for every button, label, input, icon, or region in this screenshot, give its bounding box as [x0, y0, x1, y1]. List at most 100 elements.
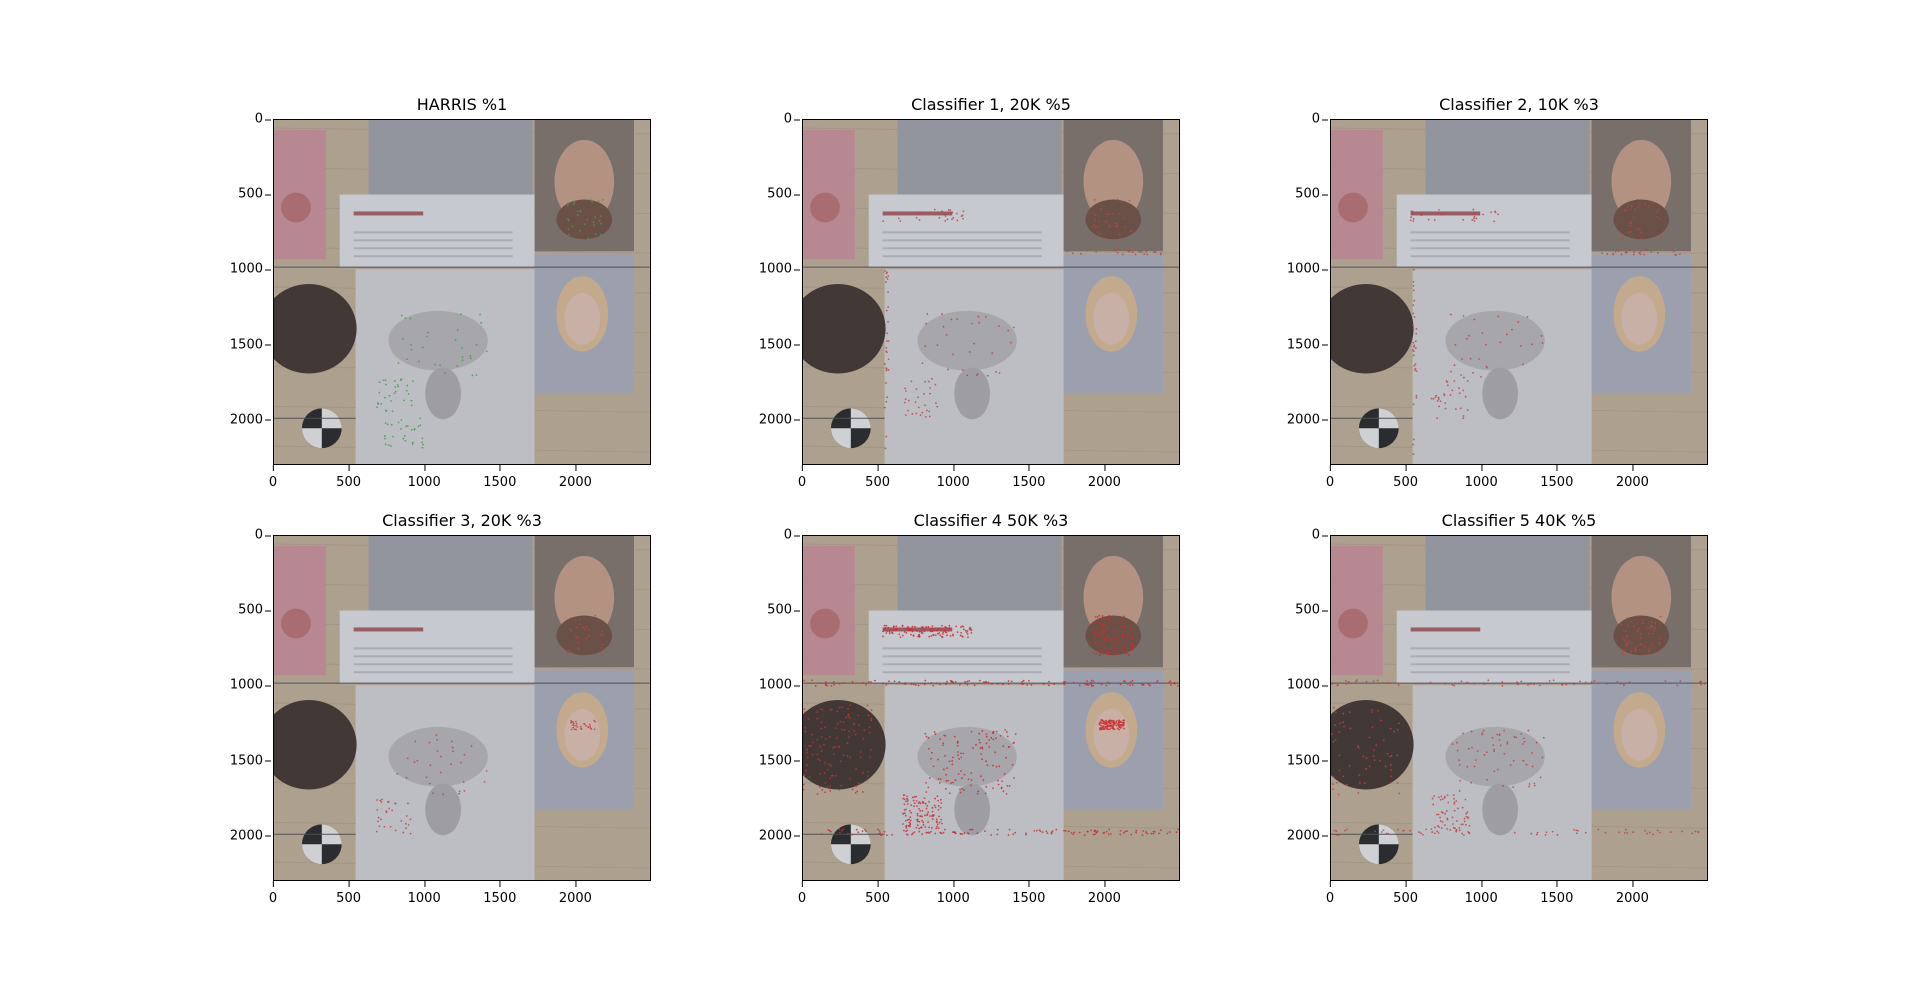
keypoint-marker: [593, 719, 596, 722]
keypoint-marker: [1632, 253, 1635, 256]
keypoint-marker: [910, 380, 913, 383]
y-tick-label: 2000: [229, 412, 272, 428]
keypoint-marker: [928, 800, 930, 803]
keypoint-marker: [972, 747, 974, 749]
keypoint-marker: [580, 727, 583, 730]
keypoint-marker: [1460, 374, 1463, 376]
keypoint-marker: [1649, 647, 1651, 650]
flower-vase: [1482, 783, 1519, 836]
keypoint-marker: [910, 833, 913, 836]
keypoint-marker: [1011, 763, 1014, 766]
keypoint-marker: [880, 834, 882, 837]
keypoint-marker: [895, 629, 898, 632]
keypoint-marker: [867, 714, 870, 717]
x-tick-label: 1500: [483, 465, 517, 490]
keypoint-marker: [1410, 210, 1413, 213]
keypoint-marker: [984, 830, 986, 833]
keypoint-marker: [1522, 363, 1525, 366]
keypoint-marker: [1444, 824, 1446, 826]
keypoint-marker: [947, 629, 950, 632]
keypoint-marker: [1427, 218, 1430, 221]
keypoint-marker: [377, 816, 380, 819]
keypoint-marker: [910, 811, 913, 814]
keypoint-marker: [1413, 344, 1416, 347]
keypoint-marker: [824, 781, 827, 784]
keypoint-marker: [1623, 654, 1625, 656]
keypoint-marker: [1565, 683, 1568, 686]
keypoint-marker: [1620, 623, 1623, 626]
keypoint-marker: [824, 738, 827, 741]
keypoint-marker: [583, 628, 586, 631]
keypoint-marker: [1601, 252, 1604, 255]
keypoint-marker: [1456, 741, 1458, 744]
keypoint-marker: [1450, 370, 1452, 373]
keypoint-marker: [1398, 722, 1400, 725]
keypoint-marker: [1412, 341, 1415, 344]
keypoint-marker: [931, 377, 933, 380]
keypoint-marker: [1472, 208, 1475, 211]
keypoint-marker: [996, 833, 999, 836]
keypoint-marker: [938, 216, 941, 219]
keypoint-marker: [1094, 615, 1097, 618]
keypoint-marker: [1536, 831, 1539, 834]
keypoint-marker: [600, 653, 603, 656]
info-card: [1396, 610, 1592, 684]
keypoint-marker: [590, 727, 593, 730]
keypoint-marker: [981, 747, 984, 750]
keypoint-marker: [824, 681, 827, 684]
keypoint-marker: [960, 752, 962, 755]
keypoint-marker: [1115, 724, 1118, 727]
keypoint-marker: [913, 625, 916, 628]
x-tick-label: 1000: [936, 465, 970, 490]
keypoint-marker: [928, 826, 931, 829]
subplot-panel: HARRIS %1 0 500 1000 1500 2000 0 500 1000 1500 200…: [230, 95, 651, 490]
keypoint-marker: [1464, 798, 1467, 801]
keypoint-marker: [1092, 833, 1095, 836]
keypoint-marker: [1099, 626, 1102, 629]
keypoint-marker: [458, 792, 461, 795]
keypoint-marker: [1659, 831, 1662, 834]
keypoint-marker: [861, 830, 864, 833]
keypoint-marker: [1142, 683, 1144, 686]
keypoint-marker: [1396, 729, 1399, 731]
keypoint-marker: [1121, 633, 1124, 636]
keypoint-marker: [1623, 209, 1626, 211]
keypoint-marker: [1651, 625, 1654, 628]
keypoint-marker: [1658, 204, 1661, 207]
keypoint-marker: [1658, 641, 1661, 644]
keypoint-marker: [899, 636, 902, 639]
keypoint-marker: [1118, 233, 1121, 236]
keypoint-marker: [1064, 829, 1067, 832]
keypoint-marker: [1365, 757, 1368, 760]
subplot-title: Classifier 1, 20K %5: [911, 95, 1071, 114]
keypoint-marker: [1014, 733, 1017, 735]
keypoint-marker: [397, 385, 400, 388]
keypoint-marker: [1466, 337, 1468, 340]
image-tint: [803, 536, 1179, 880]
flower-vase: [954, 367, 991, 420]
keypoint-marker: [924, 380, 927, 383]
keypoint-marker: [1409, 219, 1412, 222]
keypoint-marker: [1099, 232, 1101, 235]
keypoint-marker: [1624, 630, 1627, 633]
keypoint-marker: [1454, 343, 1457, 346]
keypoint-marker: [1108, 724, 1110, 727]
keypoint-marker: [1105, 213, 1107, 216]
marble-paper: [1425, 536, 1590, 611]
y-tick-label: 1000: [229, 677, 272, 693]
keypoint-marker: [886, 277, 889, 280]
keypoint-marker: [945, 683, 948, 686]
keypoint-marker: [601, 643, 604, 646]
keypoint-marker: [1430, 397, 1433, 400]
keypoint-marker: [1414, 347, 1417, 350]
keypoint-marker: [1464, 395, 1467, 398]
keypoint-marker: [925, 735, 928, 738]
target-quadrant: [1358, 844, 1379, 865]
keypoint-marker: [1122, 625, 1125, 628]
keypoint-marker: [1465, 812, 1468, 815]
banknote-seal: [281, 192, 311, 223]
keypoint-marker: [1523, 740, 1526, 743]
keypoint-marker: [1100, 208, 1103, 211]
keypoint-marker: [939, 738, 941, 741]
keypoint-marker: [1458, 392, 1461, 395]
